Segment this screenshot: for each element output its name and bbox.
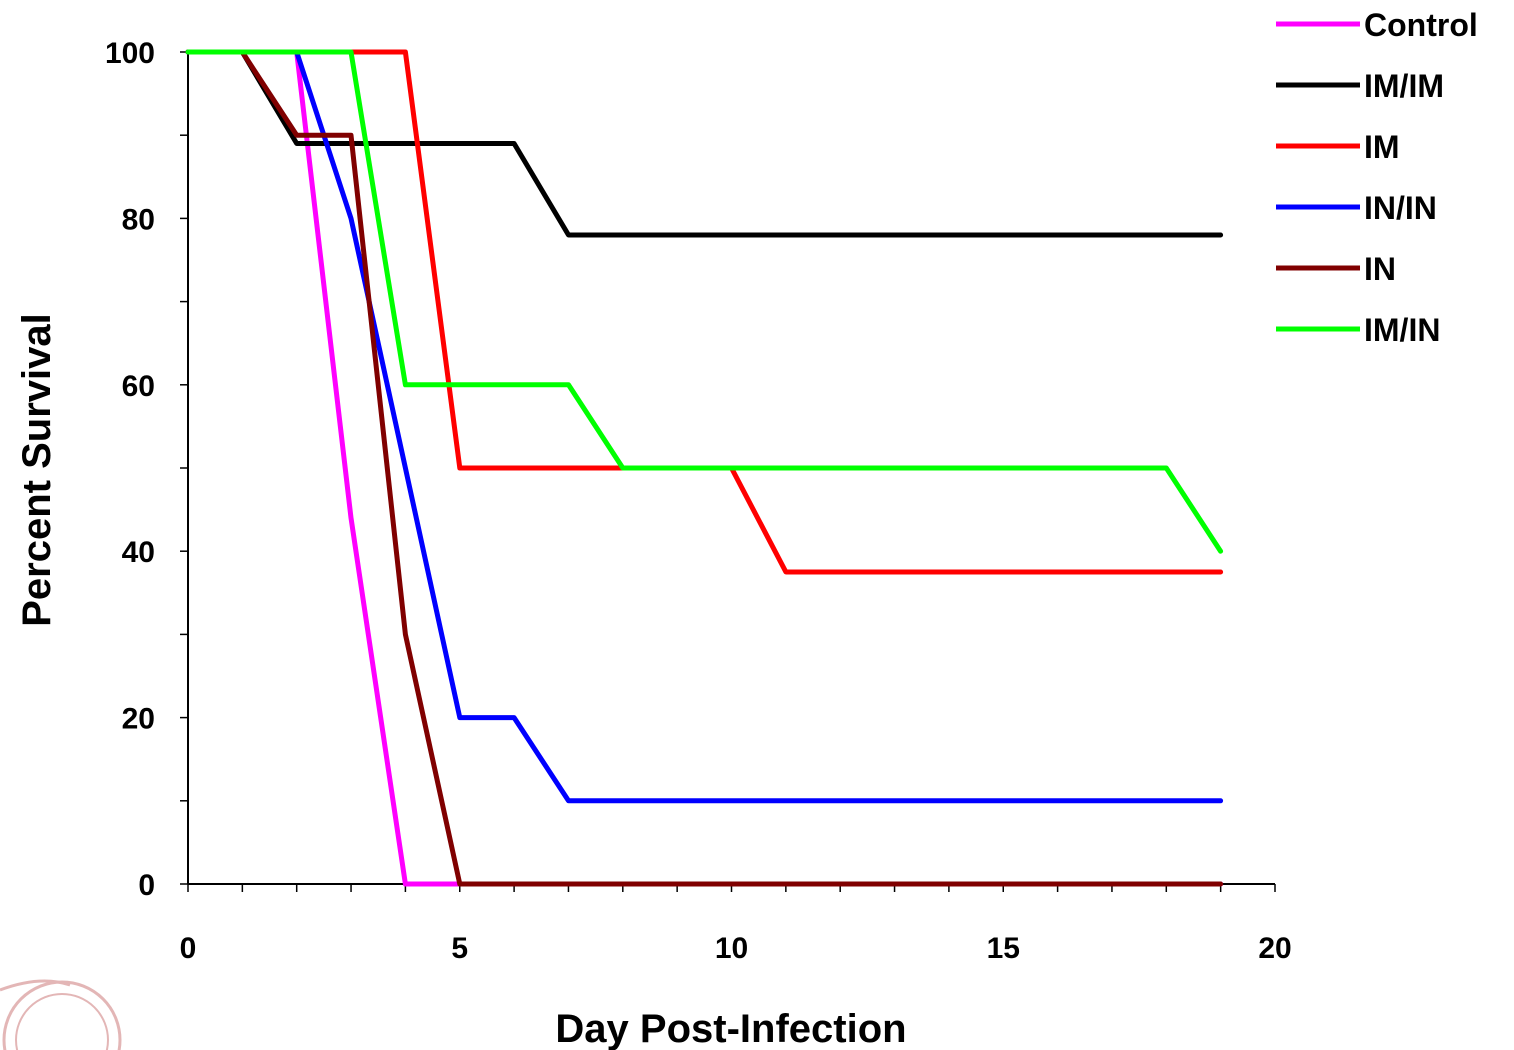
series-line-im-im [185,49,1224,238]
x-tick-label: 0 [180,932,197,965]
series-line-im [185,49,1224,575]
y-tick-label: 100 [105,37,155,70]
legend-label: Control [1364,7,1478,43]
x-tick-label: 5 [451,932,468,965]
series-lines [185,49,1224,887]
y-tick-labels: 0 20 40 60 80 100 [105,37,155,902]
legend: Control IM/IM IM IN/IN IN IM/IN [1276,7,1478,348]
legend-label: IM/IM [1364,68,1444,104]
legend-label: IM/IN [1364,312,1440,348]
seal-logo-icon [0,979,122,1050]
y-tick-label: 80 [122,203,155,236]
x-tick-labels: 0 5 10 15 20 [180,932,1292,965]
y-axis-ticks [180,51,188,885]
x-tick-label: 10 [715,932,748,965]
y-tick-label: 0 [138,869,155,902]
legend-label: IN/IN [1364,190,1437,226]
legend-label: IN [1364,251,1396,287]
series-line-in-in [185,49,1224,804]
y-tick-label: 20 [122,703,155,736]
y-tick-label: 40 [122,536,155,569]
x-tick-label: 15 [987,932,1020,965]
x-tick-label: 20 [1258,932,1291,965]
x-axis-title: Day Post-Infection [555,1007,906,1050]
y-tick-label: 60 [122,370,155,403]
legend-label: IM [1364,129,1400,165]
y-axis-title: Percent Survival [15,313,59,627]
series-line-im-in [185,49,1224,554]
